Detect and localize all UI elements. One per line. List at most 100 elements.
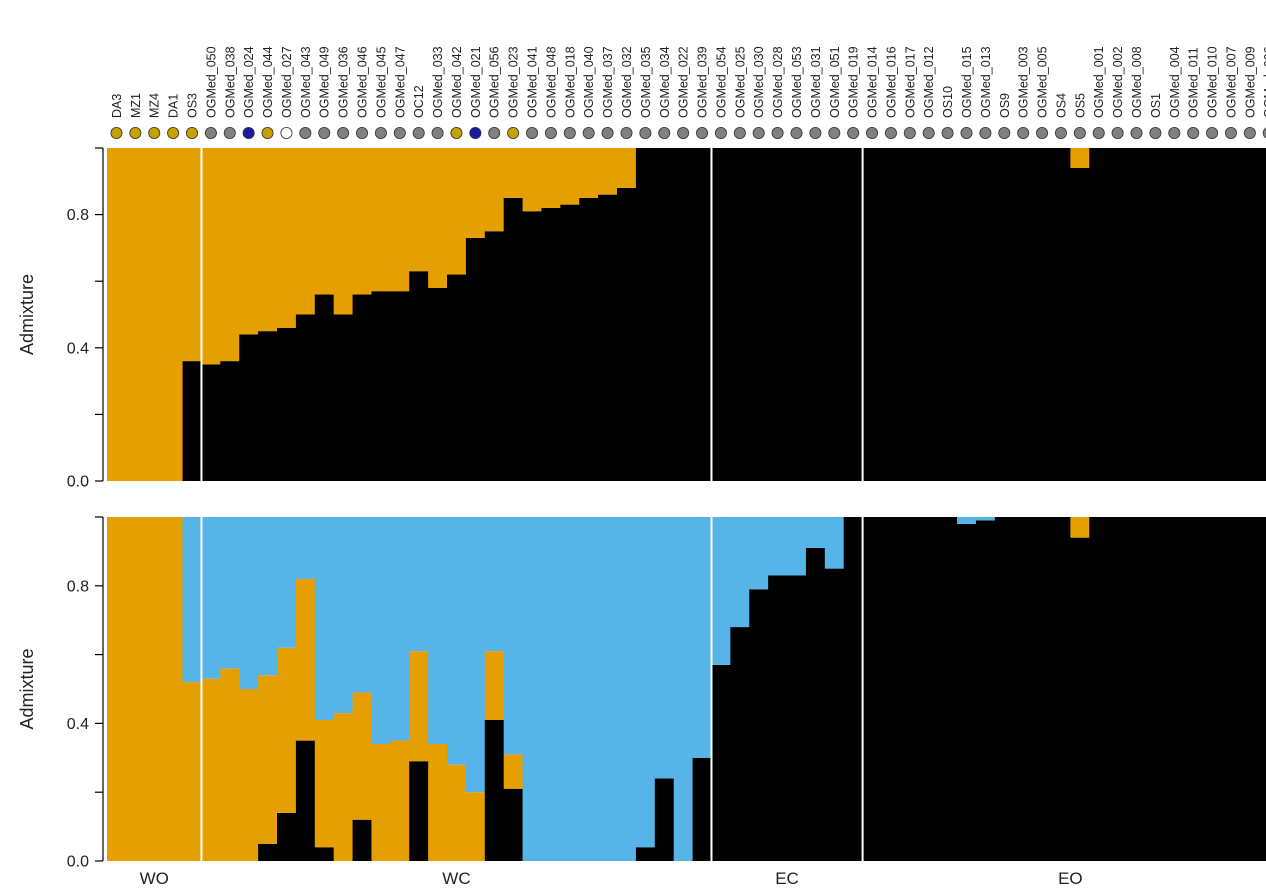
sample-label: OGMed_046 xyxy=(356,46,370,118)
bar-segment-black xyxy=(560,204,580,482)
sample-dot xyxy=(318,127,331,140)
sample-dot xyxy=(450,127,463,140)
bar-segment-orange xyxy=(1070,517,1090,538)
sample-dot xyxy=(431,127,444,140)
bar-segment-blue xyxy=(522,517,543,861)
sample-label: OGMed_015 xyxy=(960,46,974,118)
sample-dot xyxy=(960,127,973,140)
sample-dot xyxy=(771,127,784,140)
sample-label: OS10 xyxy=(941,86,955,118)
bar-segment-black xyxy=(768,575,788,861)
bar-segment-black xyxy=(239,334,259,481)
bar-segment-blue xyxy=(333,517,354,714)
sample-label: OGMed_037 xyxy=(601,46,615,118)
sample-dot xyxy=(412,127,425,140)
bar-segment-orange xyxy=(144,148,165,481)
sample-label: OGMed_007 xyxy=(1224,46,1238,118)
bar-segment-black xyxy=(975,520,996,861)
group-label: WC xyxy=(442,869,470,888)
sample-dot xyxy=(866,127,879,140)
bar-segment-black xyxy=(201,364,221,481)
bar-segment-black xyxy=(957,148,977,481)
bar-segment-blue xyxy=(465,517,486,793)
bar-segment-orange xyxy=(617,148,637,188)
bar-segment-orange xyxy=(295,148,316,315)
sample-dot xyxy=(242,127,255,140)
bar-segment-orange xyxy=(503,754,524,789)
bar-segment-black xyxy=(352,294,373,481)
sample-dot xyxy=(261,127,274,140)
bar-segment-black xyxy=(522,211,543,481)
sample-labels: DA3 MZ1 MZ4 DA1 OS3 OGMed_050 OGMed_038 OGMed_0… xyxy=(110,46,1266,118)
bar-segment-black xyxy=(220,361,240,481)
y-tick-label: 0.0 xyxy=(67,854,89,871)
bar-segment-black xyxy=(428,287,448,481)
bar-segment-blue xyxy=(957,517,977,524)
sample-dot xyxy=(677,127,690,140)
bar-segment-orange xyxy=(220,148,240,362)
sample-label: MZ4 xyxy=(148,93,162,118)
sample-label: DA1 xyxy=(167,94,181,118)
bar-segment-orange xyxy=(333,148,354,315)
sample-label: OGMed_002 xyxy=(1111,46,1125,118)
sample-label: OGMed_010 xyxy=(1206,46,1220,118)
sample-dot xyxy=(129,127,142,140)
sample-label: OGMed_018 xyxy=(563,46,577,118)
bar-segment-black xyxy=(1089,148,1109,481)
bar-segment-orange xyxy=(314,719,335,848)
bar-segment-black xyxy=(333,314,354,481)
bar-segment-black xyxy=(692,148,713,481)
sample-label: OGMed_022 xyxy=(677,46,691,118)
sample-dot xyxy=(601,127,614,140)
bar-segment-black xyxy=(1032,517,1053,861)
bar-segment-black xyxy=(295,740,316,861)
bar-segment-orange xyxy=(371,148,391,292)
bar-segment-blue xyxy=(182,517,203,683)
bar-segment-black xyxy=(900,148,920,481)
sample-label: OGMed_011 xyxy=(1187,47,1201,118)
sample-dot xyxy=(847,127,860,140)
sample-dot xyxy=(941,127,954,140)
bar-segment-black xyxy=(1145,148,1166,481)
bar-segment-black xyxy=(409,271,429,481)
bar-segment-black xyxy=(1108,517,1128,861)
bar-segment-blue xyxy=(749,517,769,590)
sample-label: OGMed_032 xyxy=(620,46,634,118)
bar-segment-orange xyxy=(484,148,505,232)
bar-segment-orange xyxy=(314,148,335,295)
bar-segment-blue xyxy=(239,517,259,689)
sample-dot xyxy=(790,127,803,140)
sample-dot xyxy=(110,127,123,140)
bar-segment-black xyxy=(673,148,694,481)
bar-segment-black xyxy=(900,517,920,861)
bar-segment-orange xyxy=(447,148,467,275)
bar-segment-black xyxy=(1259,517,1266,861)
sample-label: OGMed_044 xyxy=(261,46,275,118)
bar-segment-blue xyxy=(692,517,713,758)
sample-label: OGMed_028 xyxy=(771,46,785,118)
bar-segment-black xyxy=(1013,148,1034,481)
y-axis-label: Admixture xyxy=(17,648,37,729)
sample-label: OGMed_051 xyxy=(828,46,842,118)
bar-segment-orange xyxy=(503,148,524,198)
bar-segment-black xyxy=(843,517,864,861)
bar-segment-blue xyxy=(711,517,731,665)
sample-dot xyxy=(903,127,916,140)
sample-dot xyxy=(696,127,709,140)
group-label: EO xyxy=(1058,869,1083,888)
bar-segment-black xyxy=(1202,517,1223,861)
bar-segment-black xyxy=(824,148,845,481)
bar-segment-blue xyxy=(409,517,429,652)
sample-label: OS4 xyxy=(1054,93,1068,118)
sample-label: OGMed_009 xyxy=(1243,46,1257,118)
bar-segment-black xyxy=(635,148,656,481)
bar-segment-black xyxy=(1089,517,1109,861)
sample-dot xyxy=(488,127,501,140)
sample-dot xyxy=(167,127,180,140)
bar-segment-black xyxy=(730,148,750,481)
bar-segment-blue xyxy=(787,517,807,576)
sample-dot xyxy=(752,127,765,140)
sample-dot xyxy=(148,127,161,140)
bar-segment-black xyxy=(484,231,505,481)
sample-dot xyxy=(979,127,992,140)
